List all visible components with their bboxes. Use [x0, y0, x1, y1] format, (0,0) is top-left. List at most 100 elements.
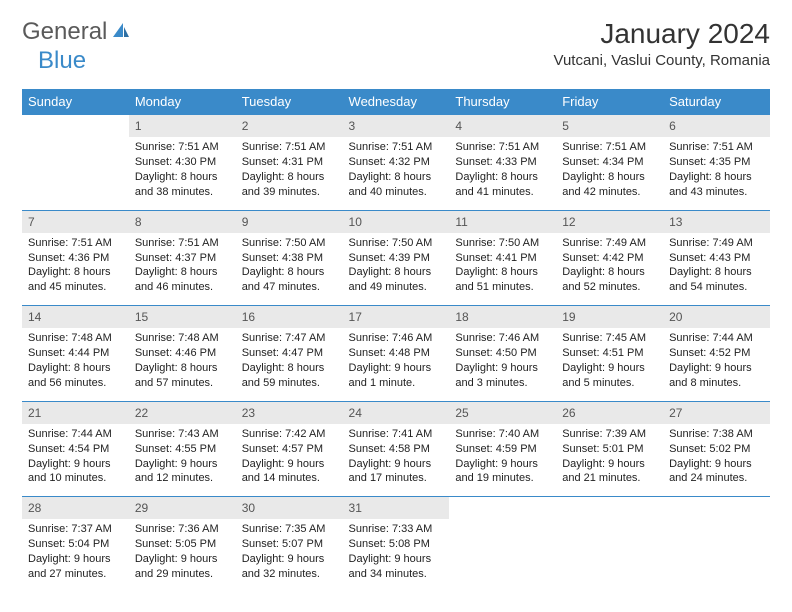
calendar-day-cell: 20Sunrise: 7:44 AMSunset: 4:52 PMDayligh… [663, 306, 770, 402]
day-number: 30 [236, 497, 343, 519]
day-body: Sunrise: 7:50 AMSunset: 4:38 PMDaylight:… [236, 233, 343, 305]
day-line-d1: Daylight: 8 hours [28, 361, 123, 376]
calendar-header-row: SundayMondayTuesdayWednesdayThursdayFrid… [22, 89, 770, 115]
day-body: Sunrise: 7:49 AMSunset: 4:43 PMDaylight:… [663, 233, 770, 305]
day-line-ss: Sunset: 4:39 PM [349, 251, 444, 266]
calendar-day-cell: 28Sunrise: 7:37 AMSunset: 5:04 PMDayligh… [22, 497, 129, 592]
day-line-d1: Daylight: 9 hours [242, 552, 337, 567]
calendar-day-cell: 10Sunrise: 7:50 AMSunset: 4:39 PMDayligh… [343, 210, 450, 306]
day-line-d1: Daylight: 8 hours [242, 265, 337, 280]
day-number: 3 [343, 115, 450, 137]
day-line-d2: and 3 minutes. [455, 376, 550, 391]
calendar-week-row: 28Sunrise: 7:37 AMSunset: 5:04 PMDayligh… [22, 497, 770, 592]
day-line-ss: Sunset: 4:59 PM [455, 442, 550, 457]
day-line-ss: Sunset: 5:01 PM [562, 442, 657, 457]
day-number: 4 [449, 115, 556, 137]
day-body: Sunrise: 7:51 AMSunset: 4:34 PMDaylight:… [556, 137, 663, 209]
day-line-ss: Sunset: 5:02 PM [669, 442, 764, 457]
calendar-day-cell [449, 497, 556, 592]
day-line-d1: Daylight: 8 hours [242, 170, 337, 185]
day-line-d2: and 10 minutes. [28, 471, 123, 486]
calendar-day-cell: 19Sunrise: 7:45 AMSunset: 4:51 PMDayligh… [556, 306, 663, 402]
day-line-ss: Sunset: 4:37 PM [135, 251, 230, 266]
title-block: January 2024 Vutcani, Vaslui County, Rom… [554, 18, 771, 69]
calendar-day-cell: 27Sunrise: 7:38 AMSunset: 5:02 PMDayligh… [663, 401, 770, 497]
weekday-header: Thursday [449, 89, 556, 115]
day-body: Sunrise: 7:51 AMSunset: 4:30 PMDaylight:… [129, 137, 236, 209]
day-body: Sunrise: 7:33 AMSunset: 5:08 PMDaylight:… [343, 519, 450, 591]
calendar-day-cell: 11Sunrise: 7:50 AMSunset: 4:41 PMDayligh… [449, 210, 556, 306]
day-body: Sunrise: 7:44 AMSunset: 4:52 PMDaylight:… [663, 328, 770, 400]
day-line-d2: and 43 minutes. [669, 185, 764, 200]
day-number: 24 [343, 402, 450, 424]
calendar-day-cell: 26Sunrise: 7:39 AMSunset: 5:01 PMDayligh… [556, 401, 663, 497]
day-line-d1: Daylight: 9 hours [135, 457, 230, 472]
day-body: Sunrise: 7:51 AMSunset: 4:32 PMDaylight:… [343, 137, 450, 209]
day-body: Sunrise: 7:51 AMSunset: 4:36 PMDaylight:… [22, 233, 129, 305]
day-number: 26 [556, 402, 663, 424]
day-line-ss: Sunset: 4:32 PM [349, 155, 444, 170]
day-number: 31 [343, 497, 450, 519]
day-body: Sunrise: 7:39 AMSunset: 5:01 PMDaylight:… [556, 424, 663, 496]
day-line-ss: Sunset: 4:31 PM [242, 155, 337, 170]
day-line-sr: Sunrise: 7:36 AM [135, 522, 230, 537]
calendar-day-cell: 30Sunrise: 7:35 AMSunset: 5:07 PMDayligh… [236, 497, 343, 592]
calendar-day-cell: 17Sunrise: 7:46 AMSunset: 4:48 PMDayligh… [343, 306, 450, 402]
calendar-week-row: 21Sunrise: 7:44 AMSunset: 4:54 PMDayligh… [22, 401, 770, 497]
day-line-ss: Sunset: 4:52 PM [669, 346, 764, 361]
day-line-d2: and 17 minutes. [349, 471, 444, 486]
day-line-ss: Sunset: 4:33 PM [455, 155, 550, 170]
calendar-day-cell [663, 497, 770, 592]
day-line-sr: Sunrise: 7:51 AM [242, 140, 337, 155]
weekday-header: Friday [556, 89, 663, 115]
day-line-d2: and 41 minutes. [455, 185, 550, 200]
logo-sail-icon [111, 18, 131, 46]
day-line-ss: Sunset: 4:47 PM [242, 346, 337, 361]
day-number: 8 [129, 211, 236, 233]
day-line-ss: Sunset: 4:38 PM [242, 251, 337, 266]
day-line-d1: Daylight: 8 hours [669, 265, 764, 280]
day-line-d1: Daylight: 8 hours [135, 265, 230, 280]
day-line-ss: Sunset: 4:57 PM [242, 442, 337, 457]
day-line-d1: Daylight: 8 hours [135, 361, 230, 376]
calendar-day-cell: 14Sunrise: 7:48 AMSunset: 4:44 PMDayligh… [22, 306, 129, 402]
day-line-d2: and 52 minutes. [562, 280, 657, 295]
day-line-ss: Sunset: 5:04 PM [28, 537, 123, 552]
day-body: Sunrise: 7:49 AMSunset: 4:42 PMDaylight:… [556, 233, 663, 305]
day-line-d1: Daylight: 8 hours [562, 170, 657, 185]
day-line-d1: Daylight: 8 hours [349, 170, 444, 185]
day-line-sr: Sunrise: 7:48 AM [28, 331, 123, 346]
calendar-day-cell: 21Sunrise: 7:44 AMSunset: 4:54 PMDayligh… [22, 401, 129, 497]
day-line-ss: Sunset: 4:50 PM [455, 346, 550, 361]
day-line-sr: Sunrise: 7:46 AM [455, 331, 550, 346]
day-line-d2: and 21 minutes. [562, 471, 657, 486]
day-line-sr: Sunrise: 7:42 AM [242, 427, 337, 442]
day-line-d1: Daylight: 8 hours [349, 265, 444, 280]
day-line-d1: Daylight: 9 hours [28, 457, 123, 472]
day-body: Sunrise: 7:42 AMSunset: 4:57 PMDaylight:… [236, 424, 343, 496]
day-line-d2: and 46 minutes. [135, 280, 230, 295]
day-body: Sunrise: 7:46 AMSunset: 4:48 PMDaylight:… [343, 328, 450, 400]
day-line-sr: Sunrise: 7:51 AM [562, 140, 657, 155]
calendar-day-cell: 15Sunrise: 7:48 AMSunset: 4:46 PMDayligh… [129, 306, 236, 402]
day-line-d2: and 45 minutes. [28, 280, 123, 295]
day-number: 9 [236, 211, 343, 233]
logo-text-2: Blue [38, 47, 86, 75]
day-line-sr: Sunrise: 7:45 AM [562, 331, 657, 346]
day-number: 23 [236, 402, 343, 424]
calendar-day-cell: 7Sunrise: 7:51 AMSunset: 4:36 PMDaylight… [22, 210, 129, 306]
day-line-ss: Sunset: 4:41 PM [455, 251, 550, 266]
day-number: 22 [129, 402, 236, 424]
day-line-sr: Sunrise: 7:37 AM [28, 522, 123, 537]
day-line-sr: Sunrise: 7:51 AM [349, 140, 444, 155]
day-line-d1: Daylight: 8 hours [135, 170, 230, 185]
day-line-ss: Sunset: 4:30 PM [135, 155, 230, 170]
day-line-d1: Daylight: 8 hours [242, 361, 337, 376]
day-line-d1: Daylight: 9 hours [349, 457, 444, 472]
day-line-ss: Sunset: 4:55 PM [135, 442, 230, 457]
day-line-d2: and 56 minutes. [28, 376, 123, 391]
day-line-d2: and 39 minutes. [242, 185, 337, 200]
day-line-d1: Daylight: 9 hours [28, 552, 123, 567]
location-label: Vutcani, Vaslui County, Romania [554, 52, 771, 69]
day-number: 13 [663, 211, 770, 233]
